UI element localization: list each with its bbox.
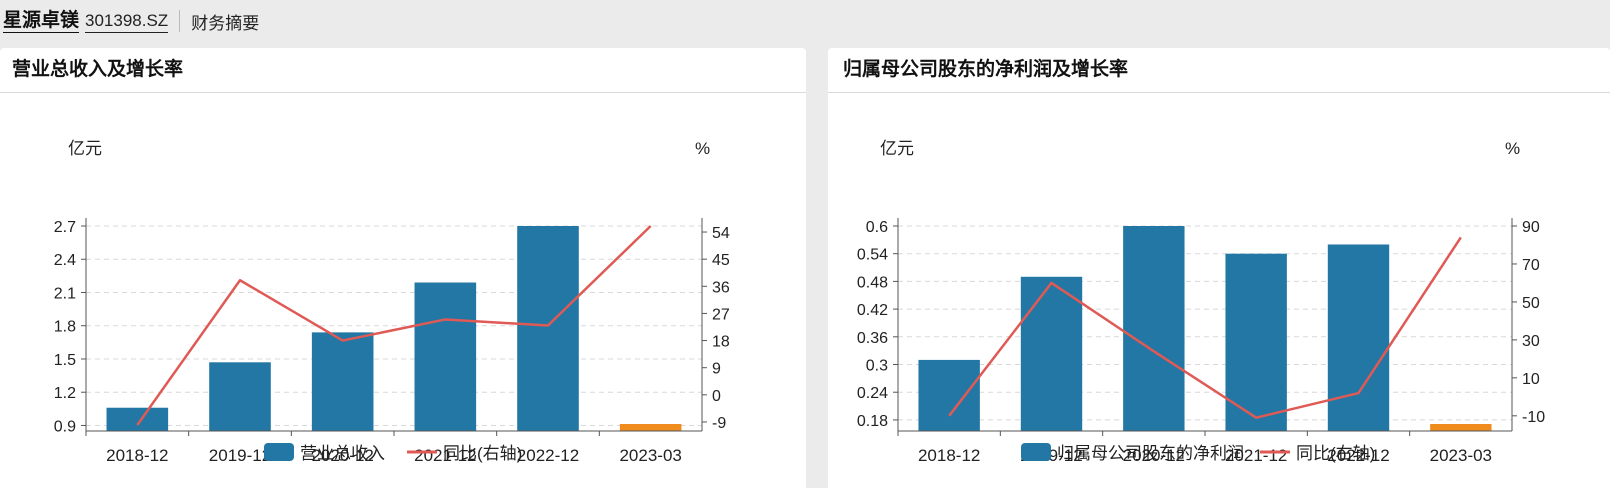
y2-tick-label: 18 — [712, 334, 730, 351]
bar — [517, 226, 579, 431]
bar — [106, 407, 169, 431]
revenue-panel: 营业总收入及增长率 亿元% 0.9 1.2 1.5 1.8 2.1 2.4 2.7 -9 0 9 18… — [0, 48, 806, 488]
breadcrumb-financial-summary: 财务摘要 — [191, 13, 260, 33]
header-divider — [179, 10, 181, 32]
net-profit-panel-title: 归属母公司股东的净利润及增长率 — [828, 48, 1610, 93]
x-tick-label: 2018-12 — [918, 446, 980, 465]
legend-label-line: 同比(右轴) — [443, 444, 522, 463]
revenue-chart: 亿元 % 0.9 1.2 1.5 1.8 2.1 2.4 2.7 -9 0 9 18 27 36 45 54 20… — [54, 139, 730, 465]
y-tick-label: 0.9 — [54, 418, 76, 435]
y2-tick-label: 45 — [712, 252, 730, 269]
y-tick-label: 0.48 — [857, 274, 888, 291]
x-tick-label: 2022-12 — [517, 446, 579, 465]
y-tick-label: 1.5 — [54, 352, 76, 369]
y2-tick-label: 50 — [1522, 295, 1540, 312]
bar — [414, 282, 477, 431]
legend-label-bar: 营业总收入 — [300, 444, 385, 463]
bar — [1225, 253, 1287, 431]
stock-code-link[interactable]: 301398.SZ — [85, 10, 169, 33]
bar — [918, 359, 980, 431]
x-tick-label: 2018-12 — [106, 446, 168, 465]
y2-tick-label: 70 — [1522, 257, 1540, 274]
revenue-panel-title: 营业总收入及增长率 — [0, 48, 806, 93]
y-tick-label: 0.24 — [857, 385, 888, 402]
y-tick-label: 2.7 — [54, 219, 76, 236]
y-tick-label: 1.2 — [54, 385, 76, 402]
y-tick-label: 0.3 — [866, 358, 888, 375]
growth-line — [948, 236, 1462, 419]
bar — [1020, 276, 1083, 431]
y2-tick-label: 0 — [712, 388, 721, 405]
company-name-link[interactable]: 星源卓镁 — [3, 9, 80, 33]
top-bar: 星源卓镁 301398.SZ 财务摘要 — [0, 0, 1610, 42]
x-tick-label: 2019-12 — [209, 446, 271, 465]
y-tick-label: 2.1 — [54, 285, 76, 302]
y2-tick-label: 10 — [1522, 371, 1540, 388]
y-tick-label: 2.4 — [54, 252, 76, 269]
y2-tick-label: 36 — [712, 279, 730, 296]
net-profit-chart: 亿元 % 0.18 0.24 0.3 0.36 0.42 0.48 0.54 0.6 -10 10 30… — [857, 139, 1545, 465]
y-tick-label: 0.42 — [857, 302, 888, 319]
growth-line — [136, 225, 652, 426]
y2-tick-label: 54 — [712, 225, 730, 242]
y-tick-label: 0.54 — [857, 247, 888, 264]
x-tick-label: 2023-03 — [619, 446, 681, 465]
y2-axis-unit: % — [1505, 139, 1520, 158]
legend-label-bar: 归属母公司股东的净利润 — [1057, 444, 1244, 463]
legend-swatch-bar — [264, 443, 294, 461]
bar — [1327, 244, 1390, 431]
x-tick-label: 2020-12 — [311, 446, 373, 465]
net-profit-panel: 归属母公司股东的净利润及增长率 亿元% 0.18 0.24 0.3 0.36 0.42 0.… — [828, 48, 1610, 488]
bar — [1430, 424, 1492, 431]
x-tick-label: 2020-12 — [1123, 446, 1185, 465]
y2-axis-unit: % — [695, 139, 710, 158]
y2-tick-label: 9 — [712, 361, 721, 378]
y-tick-label: 0.18 — [857, 413, 888, 430]
y-tick-label: 1.8 — [54, 319, 76, 336]
y2-tick-label: 27 — [712, 306, 730, 323]
bar — [209, 362, 271, 431]
x-tick-label: 2022-12 — [1327, 446, 1389, 465]
y-tick-label: 0.36 — [857, 330, 888, 347]
x-tick-label: 2023-03 — [1430, 446, 1492, 465]
legend-swatch-bar — [1021, 443, 1051, 461]
bar — [619, 424, 682, 431]
y2-tick-label: 90 — [1522, 219, 1540, 236]
y-axis-unit: 亿元 — [68, 139, 102, 158]
y2-tick-label: 30 — [1522, 333, 1540, 350]
y2-tick-label: -9 — [712, 415, 726, 432]
bar — [311, 332, 374, 431]
y2-tick-label: -10 — [1522, 409, 1545, 426]
y-tick-label: 0.6 — [866, 219, 888, 236]
y-axis-unit: 亿元 — [880, 139, 914, 158]
bar — [1123, 226, 1185, 431]
legend-label-line: 同比(右轴) — [1296, 444, 1375, 463]
